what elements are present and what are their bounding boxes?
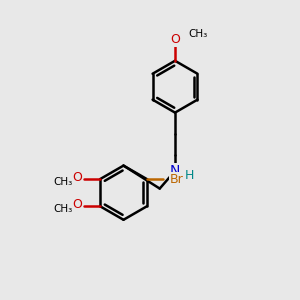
Text: CH₃: CH₃ bbox=[53, 204, 72, 214]
Text: O: O bbox=[170, 33, 180, 46]
Text: Br: Br bbox=[169, 172, 183, 186]
Text: CH₃: CH₃ bbox=[188, 29, 208, 39]
Text: O: O bbox=[72, 198, 82, 211]
Text: H: H bbox=[185, 169, 194, 182]
Text: N: N bbox=[170, 164, 180, 178]
Text: CH₃: CH₃ bbox=[53, 176, 72, 187]
Text: O: O bbox=[72, 171, 82, 184]
